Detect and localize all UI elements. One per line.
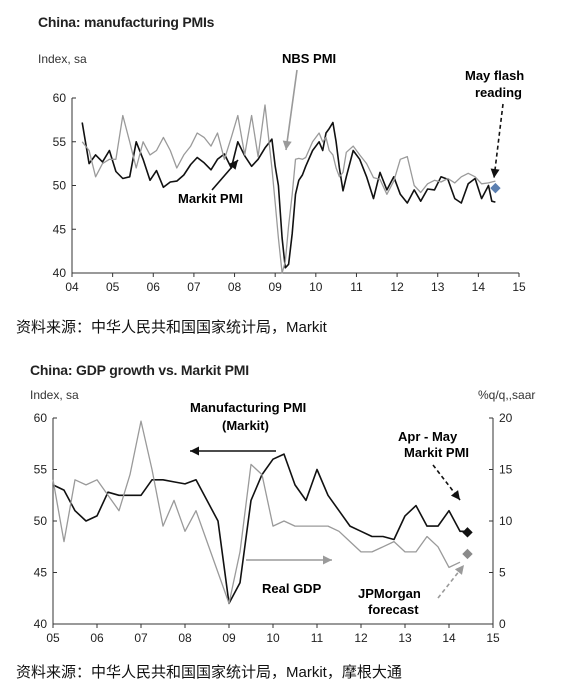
x-tick-label: 15 <box>486 631 500 645</box>
arrow-jpm-forecast-head <box>454 565 464 575</box>
x-tick-label: 07 <box>134 631 148 645</box>
label-nbs-pmi: NBS PMI <box>282 51 336 66</box>
annotations-bottom: Manufacturing PMI (Markit) Real GDP Apr … <box>190 400 473 617</box>
series-line-nbs-pmi <box>81 104 496 274</box>
source-note-top: 资料来源：中华人民共和国国家统计局，Markit <box>16 319 327 336</box>
y-tick-label: 60 <box>34 411 48 425</box>
chart-title-top: China: manufacturing PMIs <box>38 14 215 30</box>
x-tick-label: 12 <box>390 280 404 294</box>
arrow-real-gdp-head <box>323 555 332 565</box>
x-tick-label: 11 <box>350 280 363 294</box>
x-tick-label: 05 <box>46 631 60 645</box>
y2-tick-label: 0 <box>499 617 506 631</box>
x-tick-label: 07 <box>187 280 201 294</box>
label-may-flash-2: reading <box>475 85 522 100</box>
y-tick-label: 45 <box>34 566 48 580</box>
arrow-manufacturing-pmi-head <box>190 446 199 456</box>
arrow-nbs-pmi-shaft <box>285 69 298 151</box>
x-tick-label: 09 <box>269 280 283 294</box>
arrow-may-flash-head <box>490 168 500 178</box>
y-tick-label: 40 <box>53 266 67 280</box>
marker-jpm-forecast <box>462 548 473 560</box>
axes-top: 40 45 50 55 60 04 05 06 07 08 09 10 11 12 13 14 15 <box>53 91 526 294</box>
label-manufacturing-pmi-1: Manufacturing PMI <box>190 400 306 415</box>
marker-may-flash <box>490 182 501 194</box>
y2-tick-label: 15 <box>499 463 513 477</box>
x-tick-label: 13 <box>398 631 412 645</box>
y-tick-label: 60 <box>53 91 67 105</box>
x-tick-label: 08 <box>228 280 242 294</box>
y-axis-units-top: Index, sa <box>38 52 87 66</box>
series-bottom <box>52 420 468 605</box>
x-tick-label: 10 <box>266 631 280 645</box>
y-tick-label: 55 <box>53 135 67 149</box>
series-line-manufacturing-pmi-markit <box>52 453 468 605</box>
label-may-flash-1: May flash <box>465 68 524 83</box>
x-tick-label: 05 <box>106 280 120 294</box>
label-markit-pmi: Markit PMI <box>178 191 243 206</box>
y2-tick-label: 20 <box>499 411 513 425</box>
x-tick-label: 09 <box>222 631 236 645</box>
y2-tick-label: 5 <box>499 566 506 580</box>
x-tick-label: 08 <box>178 631 192 645</box>
x-tick-label: 14 <box>472 280 486 294</box>
label-apr-may-1: Apr - May <box>398 429 458 444</box>
x-tick-label: 14 <box>442 631 456 645</box>
y-tick-label: 50 <box>34 514 48 528</box>
x-tick-label: 13 <box>431 280 445 294</box>
x-tick-label: 06 <box>147 280 161 294</box>
x-tick-label: 11 <box>311 631 324 645</box>
arrow-markit-pmi-head <box>228 160 238 170</box>
y2-tick-label: 10 <box>499 514 513 528</box>
pmi-chart: 40 45 50 55 60 04 05 06 07 08 09 10 11 12 13 14 15 NBS P… <box>53 51 526 294</box>
label-jpm-2: forecast <box>368 602 419 617</box>
source-note-bottom: 资料来源：中华人民共和国国家统计局，Markit，摩根大通 <box>16 664 402 681</box>
series-line-markit-pmi <box>81 121 496 269</box>
annotations-top: NBS PMI Markit PMI May flash reading <box>178 51 524 206</box>
label-manufacturing-pmi-2: (Markit) <box>222 418 269 433</box>
label-real-gdp: Real GDP <box>262 581 322 596</box>
marker-apr-may-pmi <box>462 527 473 538</box>
x-tick-label: 04 <box>65 280 79 294</box>
x-tick-label: 06 <box>90 631 104 645</box>
label-jpm-1: JPMorgan <box>358 586 421 601</box>
y-tick-label: 45 <box>53 222 67 236</box>
y-tick-label: 50 <box>53 179 67 193</box>
x-tick-label: 15 <box>512 280 526 294</box>
arrow-nbs-pmi-head <box>282 140 292 150</box>
series-line-real-gdp <box>52 420 461 605</box>
y-axis-units-left-bottom: Index, sa <box>30 388 79 402</box>
x-tick-label: 10 <box>309 280 323 294</box>
y-axis-units-right-bottom: %q/q,,saar <box>478 388 536 402</box>
y-tick-label: 55 <box>34 463 48 477</box>
y-tick-label: 40 <box>34 617 48 631</box>
chart-title-bottom: China: GDP growth vs. Markit PMI <box>30 362 249 378</box>
label-apr-may-2: Markit PMI <box>404 445 469 460</box>
arrow-apr-may-head <box>450 490 460 500</box>
x-tick-label: 12 <box>354 631 368 645</box>
arrow-may-flash-shaft <box>493 103 504 179</box>
series-top <box>81 104 496 274</box>
